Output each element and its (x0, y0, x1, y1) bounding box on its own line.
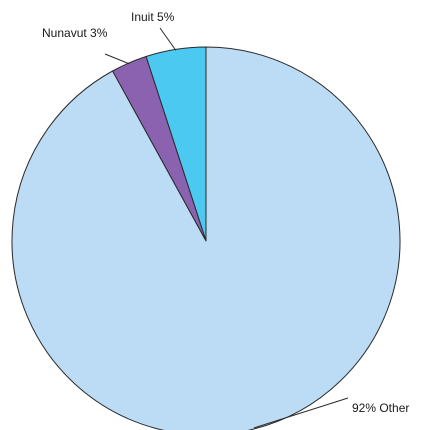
slice-label-nunavut: Nunavut 3% (42, 26, 108, 40)
leader-line-other (253, 397, 349, 429)
slice-label-other: 92% Other (352, 401, 409, 415)
leader-line-nunavut (104, 53, 130, 65)
slices-group (11, 46, 401, 430)
slice-label-inuit: Inuit 5% (131, 10, 175, 24)
labels-group: Inuit 5% Nunavut 3% 92% Other (42, 10, 409, 415)
pie-slice-other (11, 46, 401, 430)
leader-line-inuit (159, 27, 177, 51)
leaders-group (104, 27, 349, 429)
